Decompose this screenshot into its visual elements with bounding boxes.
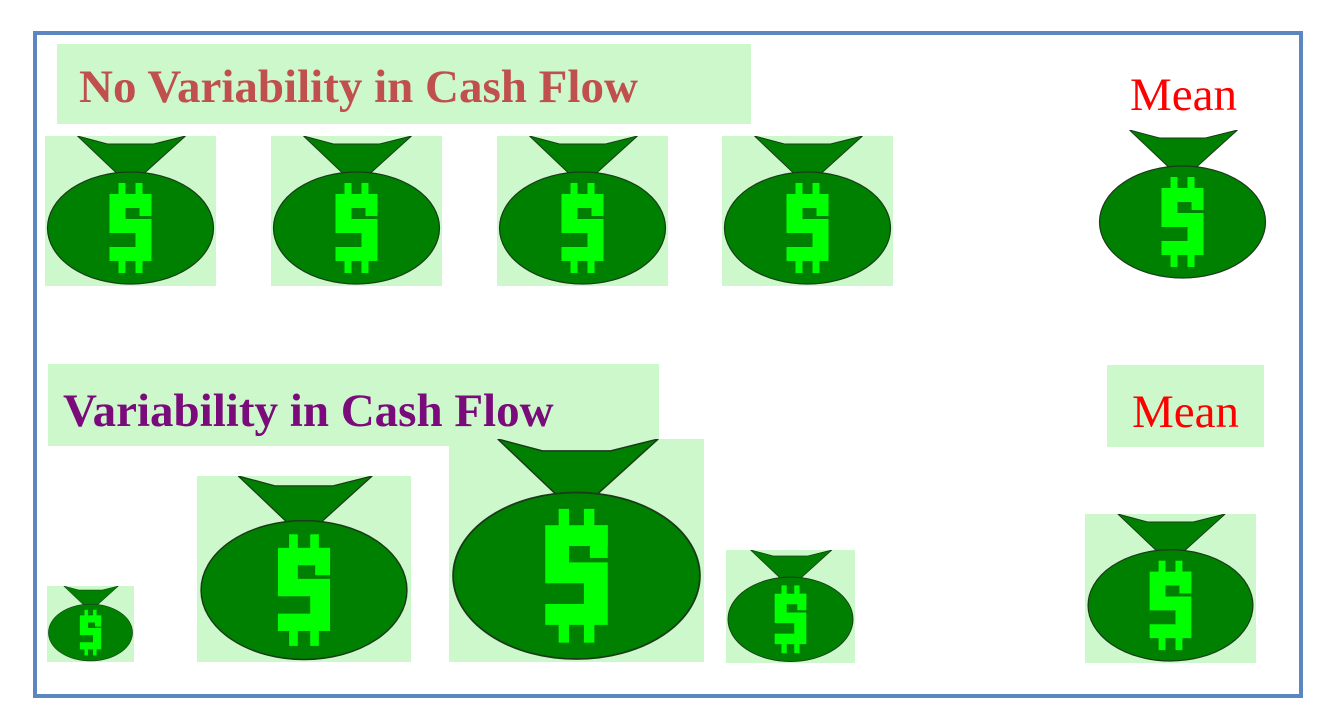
money-bag-icon (197, 476, 411, 662)
money-bag-icon-mean (1085, 514, 1256, 663)
money-bag-icon-graphic (1085, 514, 1256, 663)
heading-no-variability: No Variability in Cash Flow (57, 44, 751, 124)
money-bag-icon (722, 136, 893, 286)
mean-label-bottom: Mean (1107, 365, 1264, 447)
mean-label-top: Mean (1130, 69, 1238, 121)
money-bag-icon-graphic (722, 136, 893, 286)
money-bag-icon (726, 550, 855, 663)
money-bag-icon (271, 136, 442, 286)
money-bag-icon-graphic (497, 136, 668, 286)
money-bag-icon-graphic (449, 439, 704, 662)
money-bag-icon (45, 136, 216, 286)
money-bag-icon-mean (1097, 130, 1268, 280)
money-bag-icon-graphic (45, 136, 216, 286)
heading-variability: Variability in Cash Flow (48, 364, 659, 446)
money-bag-icon-graphic (1097, 130, 1268, 280)
money-bag-icon (497, 136, 668, 286)
money-bag-icon-graphic (47, 586, 134, 662)
money-bag-icon (449, 439, 704, 662)
money-bag-icon-graphic (271, 136, 442, 286)
money-bag-icon-graphic (197, 476, 411, 662)
money-bag-icon-graphic (726, 550, 855, 663)
money-bag-icon (47, 586, 134, 662)
